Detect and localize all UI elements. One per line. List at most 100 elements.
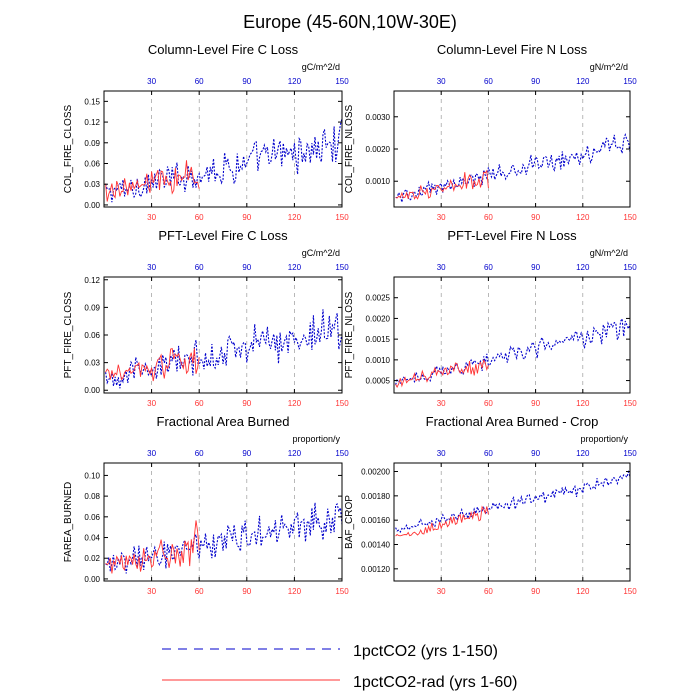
series-line-rad (105, 348, 200, 382)
y-tick-label: 0.0005 (366, 377, 391, 386)
x-tick-label-top: 90 (242, 449, 251, 458)
x-tick-label-bottom: 120 (576, 399, 590, 408)
x-tick-label-bottom: 30 (437, 213, 446, 222)
x-tick-label-top: 120 (576, 77, 590, 86)
units-label: gC/m^2/d (302, 248, 340, 258)
panel-4: PFT-Level Fire N Loss gN/m^2/d 30 30 60 60 90 9… (344, 228, 637, 408)
y-tick-label: 0.0020 (366, 314, 391, 323)
x-tick-label-top: 120 (576, 449, 590, 458)
x-tick-label-top: 60 (484, 263, 493, 272)
y-tick-label: 0.0010 (366, 356, 391, 365)
y-tick-label: 0.0015 (366, 335, 391, 344)
y-tick-label: 0.00120 (361, 565, 390, 574)
plot-frame (393, 462, 631, 582)
y-tick-label: 0.04 (84, 534, 100, 543)
x-tick-label-top: 60 (195, 77, 204, 86)
legend-label-rad: 1pctCO2-rad (yrs 1-60) (353, 674, 518, 691)
y-tick-label: 0.09 (84, 139, 100, 148)
series-line-rad (105, 520, 200, 574)
panel-title: PFT-Level Fire C Loss (158, 228, 288, 243)
x-tick-label-top: 30 (437, 263, 446, 272)
x-tick-label-bottom: 60 (195, 213, 204, 222)
y-axis-label: PFT_FIRE_CLOSS (63, 291, 74, 378)
x-tick-label-bottom: 60 (484, 213, 493, 222)
x-tick-label-bottom: 120 (576, 213, 590, 222)
y-tick-label: 0.03 (84, 359, 100, 368)
x-tick-label-bottom: 150 (335, 399, 349, 408)
panel-title: Fractional Area Burned - Crop (426, 414, 599, 429)
x-tick-label-bottom: 90 (242, 587, 251, 596)
x-tick-label-top: 120 (288, 449, 302, 458)
x-tick-label-top: 90 (242, 263, 251, 272)
y-tick-label: 0.0030 (366, 113, 391, 122)
panel-title: Column-Level Fire C Loss (148, 42, 299, 57)
plot-frame (103, 462, 343, 582)
series-line-ctrl (395, 469, 631, 533)
x-tick-label-top: 30 (437, 77, 446, 86)
y-axis-label: COL_FIRE_CLOSS (63, 104, 74, 193)
y-tick-label: 0.03 (84, 180, 100, 189)
x-tick-label-top: 150 (335, 263, 349, 272)
x-tick-label-bottom: 150 (335, 587, 349, 596)
y-axis-label: COL_FIRE_NLOSS (344, 104, 355, 193)
x-tick-label-bottom: 30 (437, 399, 446, 408)
x-tick-label-top: 30 (437, 449, 446, 458)
y-tick-label: 0.00160 (361, 516, 390, 525)
x-tick-label-bottom: 150 (623, 587, 637, 596)
x-tick-label-top: 90 (242, 77, 251, 86)
x-tick-label-bottom: 30 (437, 587, 446, 596)
x-tick-label-bottom: 30 (147, 399, 156, 408)
x-tick-label-top: 60 (195, 449, 204, 458)
plot-frame (393, 276, 631, 394)
x-tick-label-bottom: 30 (147, 213, 156, 222)
panel-title: Column-Level Fire N Loss (437, 42, 588, 57)
x-tick-label-bottom: 60 (484, 399, 493, 408)
y-axis-label: PFT_FIRE_NLOSS (344, 291, 355, 378)
x-tick-label-bottom: 120 (576, 587, 590, 596)
legend-label-ctrl: 1pctCO2 (yrs 1-150) (353, 643, 498, 660)
x-tick-label-top: 150 (623, 449, 637, 458)
x-tick-label-bottom: 120 (288, 587, 302, 596)
legend: 1pctCO2 (yrs 1-150) 1pctCO2-rad (yrs 1-6… (162, 643, 518, 691)
x-tick-label-top: 90 (531, 263, 540, 272)
x-tick-label-top: 150 (335, 449, 349, 458)
panels: Column-Level Fire C Loss gC/m^2/d 30 30 60 60… (63, 42, 637, 596)
y-tick-label: 0.06 (84, 331, 100, 340)
y-tick-label: 0.12 (84, 276, 100, 285)
x-tick-label-top: 120 (288, 263, 302, 272)
x-tick-label-bottom: 90 (242, 213, 251, 222)
x-tick-label-top: 60 (195, 263, 204, 272)
series-line-rad (395, 358, 489, 388)
series-line-ctrl (105, 502, 343, 574)
x-tick-label-top: 150 (623, 263, 637, 272)
y-tick-label: 0.12 (84, 118, 100, 127)
figure-title: Europe (45-60N,10W-30E) (243, 12, 457, 32)
x-tick-label-top: 120 (288, 77, 302, 86)
y-tick-label: 0.0025 (366, 294, 391, 303)
panel-title: Fractional Area Burned (157, 414, 290, 429)
y-tick-label: 0.00180 (361, 492, 390, 501)
y-tick-label: 0.00200 (361, 468, 390, 477)
series-line-ctrl (105, 118, 343, 203)
y-tick-label: 0.06 (84, 513, 100, 522)
x-tick-label-bottom: 90 (531, 587, 540, 596)
x-tick-label-bottom: 90 (531, 399, 540, 408)
x-tick-label-top: 60 (484, 77, 493, 86)
y-tick-label: 0.00140 (361, 541, 390, 550)
y-tick-label: 0.00 (84, 575, 100, 584)
x-tick-label-bottom: 60 (195, 399, 204, 408)
y-tick-label: 0.10 (84, 471, 100, 480)
y-axis-label: FAREA_BURNED (63, 482, 74, 563)
x-tick-label-bottom: 30 (147, 587, 156, 596)
units-label: proportion/y (580, 434, 628, 444)
y-tick-label: 0.0010 (366, 177, 391, 186)
panel-3: PFT-Level Fire C Loss gC/m^2/d 30 30 60 60 90 9… (63, 228, 349, 408)
units-label: proportion/y (292, 434, 340, 444)
y-tick-label: 0.15 (84, 97, 100, 106)
x-tick-label-bottom: 120 (288, 399, 302, 408)
series-line-ctrl (395, 316, 631, 385)
